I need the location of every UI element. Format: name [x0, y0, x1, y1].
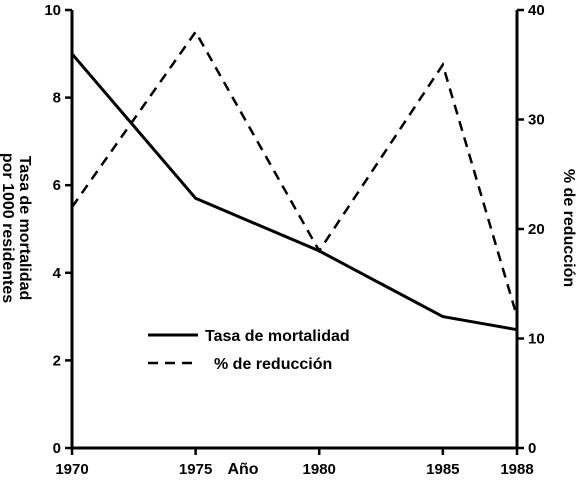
x-tick-label: 1988	[500, 461, 533, 478]
right-axis-title: % de reducción	[560, 169, 577, 287]
legend-label-reduction: % de reducción	[214, 356, 332, 373]
series-line-reduction	[70, 29, 519, 317]
x-tick-label: 1985	[426, 461, 459, 478]
legend-label-mortality: Tasa de mortalidad	[205, 328, 350, 345]
right-tick-label: 10	[528, 331, 545, 348]
right-tick-label: 20	[528, 221, 545, 238]
right-tick-label: 0	[528, 440, 536, 457]
left-tick-label: 0	[53, 440, 61, 457]
left-tick-label: 8	[53, 90, 61, 107]
x-axis-title: Año	[227, 461, 258, 478]
left-tick-label: 10	[44, 2, 61, 19]
legend: Tasa de mortalidad % de reducción	[148, 328, 350, 373]
left-axis-title-line1: Tasa de mortalidad	[16, 156, 33, 301]
series-line-mortality	[70, 52, 518, 332]
left-axis-title-line2: por 1000 residentes	[0, 153, 16, 303]
left-axis-ticks: 0 2 4 6 8 10	[44, 2, 72, 457]
x-tick-label: 1975	[179, 461, 212, 478]
left-tick-label: 2	[53, 352, 61, 369]
left-tick-label: 4	[53, 265, 62, 282]
left-tick-label: 6	[53, 177, 61, 194]
x-axis-ticks: 1970 1975 1980 1985 1988	[55, 448, 534, 478]
series-layer	[70, 29, 519, 332]
x-tick-label: 1980	[303, 461, 336, 478]
right-tick-label: 30	[528, 112, 545, 129]
x-tick-label: 1970	[55, 461, 88, 478]
right-tick-label: 40	[528, 2, 545, 19]
right-axis-ticks: 0 10 20 30 40	[517, 2, 545, 457]
